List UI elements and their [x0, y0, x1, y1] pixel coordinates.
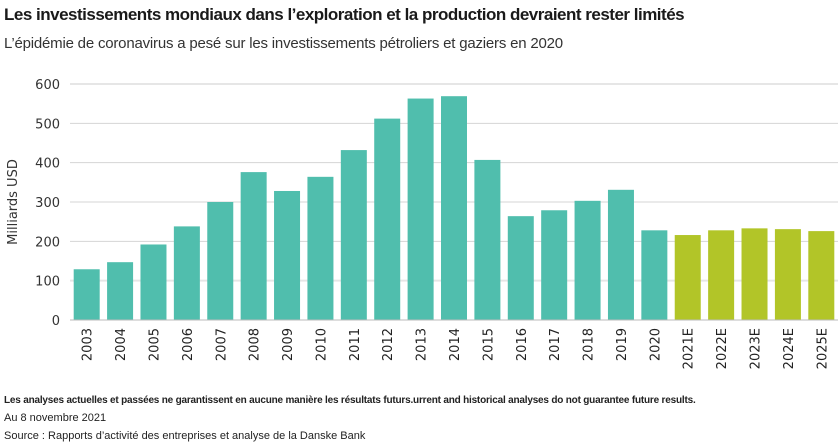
- bar-2016: [507, 216, 534, 320]
- bar-chart: 0 100 200 300 400 500 600 Milliards USD 2003 2004…: [6, 78, 838, 369]
- bar-2014: [441, 96, 467, 321]
- x-tick-label: 2006: [181, 328, 196, 361]
- x-tick-label: 2015: [481, 328, 496, 361]
- x-tick-label: 2005: [147, 328, 162, 361]
- bar-2017: [541, 210, 568, 320]
- bar-2009: [274, 190, 301, 320]
- bar-2020: [641, 230, 668, 320]
- x-tick-label: 2011: [348, 328, 363, 361]
- bar-2024E: [774, 229, 801, 320]
- bar-2012: [374, 118, 401, 320]
- x-tick-label: 2024E: [782, 328, 797, 369]
- x-tick-label: 2008: [248, 328, 263, 361]
- y-tick-label: 500: [35, 117, 60, 132]
- x-tick-label: 2016: [515, 328, 530, 361]
- bar-2023E: [741, 228, 768, 320]
- y-tick-label: 600: [35, 78, 60, 93]
- y-tick-label: 0: [52, 314, 60, 329]
- bar-2013: [407, 98, 434, 320]
- bar-2010: [307, 176, 334, 320]
- chart-subtitle: L’épidémie de coronavirus a pesé sur les…: [4, 35, 563, 52]
- y-tick-label: 400: [35, 157, 60, 172]
- disclaimer: Les analyses actuelles et passées ne gar…: [4, 395, 696, 406]
- x-tick-label: 2014: [448, 328, 463, 361]
- bar-2011: [340, 150, 367, 320]
- bar-2004: [107, 262, 134, 320]
- y-tick-label: 100: [35, 275, 60, 290]
- x-tick-label: 2018: [582, 328, 597, 361]
- chart-title: Les investissements mondiaux dans l’expl…: [4, 5, 685, 24]
- bar-2003: [73, 269, 100, 320]
- x-tick-label: 2003: [81, 328, 96, 361]
- x-tick-label: 2020: [648, 328, 663, 361]
- x-tick-label: 2023E: [749, 328, 764, 369]
- bar-2025E: [808, 231, 835, 320]
- x-tick-label: 2025E: [815, 328, 830, 369]
- x-tick-label: 2021E: [682, 328, 697, 369]
- x-tick-label: 2004: [114, 328, 129, 361]
- bar-2015: [474, 159, 501, 320]
- bar-2018: [574, 200, 601, 320]
- x-tick-label: 2007: [214, 328, 229, 361]
- x-tick-label: 2022E: [715, 328, 730, 369]
- bar-2005: [140, 244, 167, 320]
- x-tick-label: 2013: [415, 328, 430, 361]
- y-tick-label: 200: [35, 235, 60, 250]
- bar-2006: [173, 226, 200, 320]
- bar-2021E: [674, 235, 701, 320]
- bar-2008: [240, 172, 267, 320]
- x-tick-label: 2019: [615, 328, 630, 361]
- bar-2019: [607, 189, 634, 320]
- y-tick-label: 300: [35, 196, 60, 211]
- x-tick-label: 2009: [281, 328, 296, 361]
- x-tick-label: 2010: [314, 328, 329, 361]
- bar-2022E: [708, 230, 735, 320]
- date-note: Au 8 novembre 2021: [4, 412, 107, 424]
- y-axis-label: Milliards USD: [6, 159, 21, 245]
- bar-2007: [207, 202, 234, 320]
- source-note: Source : Rapports d’activité des entrepr…: [4, 430, 366, 442]
- x-tick-label: 2012: [381, 328, 396, 361]
- x-tick-label: 2017: [548, 328, 563, 361]
